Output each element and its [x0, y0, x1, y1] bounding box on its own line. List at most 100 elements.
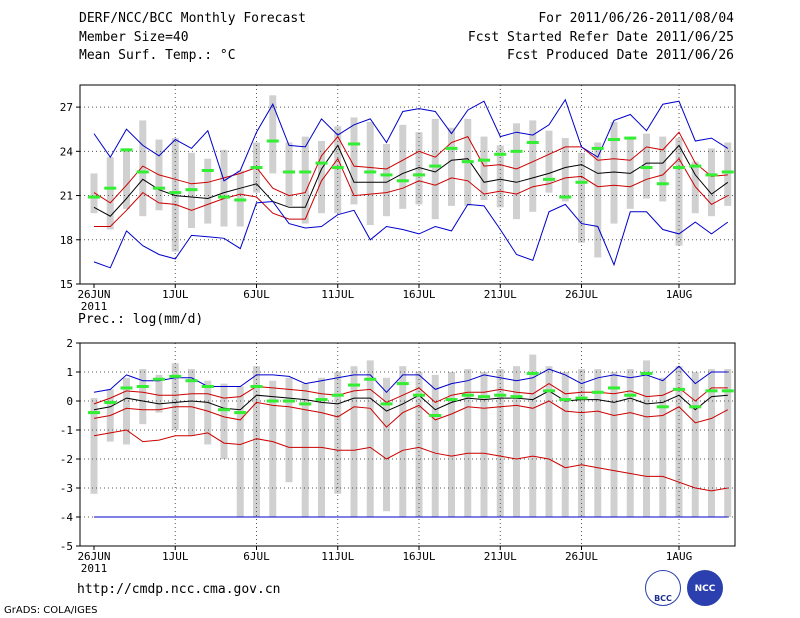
prec-climatology-marker [608, 386, 620, 390]
temp-y-tick-label: 18 [60, 234, 73, 247]
prec-y-tick-label: 0 [66, 395, 73, 408]
temp-spread-bar [691, 161, 699, 214]
prec-climatology-marker [640, 371, 653, 375]
temp-series-upper-inner-bound [93, 131, 728, 204]
prec-climatology-marker [429, 414, 442, 417]
temp-spread-bar [724, 142, 732, 206]
temp-spread-bar [204, 158, 212, 224]
prec-climatology-marker [364, 377, 377, 381]
prec-spread-bar [334, 372, 342, 494]
temp-climatology-marker [250, 166, 263, 170]
prec-climatology-marker [88, 411, 100, 415]
temp-spread-bar [480, 136, 488, 200]
chart-title: DERF/NCC/BCC Monthly Forecast [79, 11, 306, 26]
temp-spread-bar [285, 142, 293, 206]
temp-climatology-marker [494, 152, 507, 156]
temp-climatology-marker [364, 170, 377, 174]
temp-spread-bar [220, 149, 228, 227]
prec-spread-bar [90, 398, 98, 494]
prec-spread-bar [188, 369, 195, 436]
prec-climatology-marker [721, 389, 734, 393]
prec-spread-bar [415, 372, 423, 517]
prec-climatology-marker [283, 399, 295, 403]
temp-climatology-marker [201, 168, 214, 172]
prec-climatology-marker [575, 396, 588, 400]
prec-spread-bar [708, 369, 715, 517]
temp-spread-bar [496, 145, 504, 208]
temp-plot-frame [79, 84, 736, 285]
prec-spread-bar [301, 383, 309, 517]
temp-y-tick-label: 21 [60, 190, 73, 203]
prec-climatology-marker [250, 385, 263, 388]
prec-y-tick-label: -5 [60, 540, 73, 553]
temp-spread-bar [301, 136, 309, 224]
temp-spread-bar [708, 148, 715, 217]
prec-spread-bar [561, 372, 569, 517]
prec-climatology-marker [445, 398, 458, 402]
prec-climatology-marker [559, 398, 572, 402]
temp-climatology-marker [218, 195, 230, 199]
prec-climatology-marker [218, 408, 230, 412]
prec-spread-bar [431, 374, 439, 517]
temp-spread-bar [350, 117, 358, 205]
temp-climatology-marker [721, 170, 734, 174]
temp-spread-bar [675, 138, 683, 246]
precipitation-panel-title: Prec.: log(mm/d) [78, 312, 203, 327]
prec-plot-frame [79, 342, 736, 547]
prec-climatology-marker [656, 405, 669, 409]
temp-spread-bar [415, 132, 423, 205]
temperature-panel-title: Mean Surf. Temp.: °C [79, 48, 236, 63]
prec-spread-bar [545, 366, 553, 517]
temp-spread-bar [139, 120, 147, 217]
temp-climatology-marker [445, 146, 458, 150]
ncc-logo-text: NCC [694, 584, 716, 594]
prec-x-tick-label: 16JUL [402, 550, 435, 563]
temp-climatology-marker [510, 149, 523, 153]
prec-x-tick-label: 26JUN [77, 550, 110, 563]
temp-x-tick-label: 1AUG [666, 288, 693, 301]
grads-credit: GrADS: COLA/IGES [4, 605, 98, 616]
temp-climatology-marker [283, 170, 295, 174]
prec-spread-bar [529, 354, 537, 517]
temp-climatology-marker [315, 161, 328, 165]
prec-climatology-marker [673, 387, 685, 391]
temp-climatology-marker [136, 170, 149, 174]
prec-x-tick-label: 26JUL [565, 550, 598, 563]
prec-spread-bar [366, 360, 374, 517]
temp-climatology-marker [396, 179, 409, 183]
prec-climatology-marker [526, 371, 539, 375]
prec-spread-bar [643, 360, 650, 517]
prec-climatology-marker [153, 377, 165, 381]
prec-x-tick-label: 11JUL [321, 550, 354, 563]
prec-spread-bar [594, 369, 602, 517]
prec-climatology-marker [705, 389, 718, 393]
temp-climatology-marker [591, 146, 604, 150]
temp-climatology-marker [559, 195, 572, 199]
temp-climatology-marker [169, 191, 182, 195]
temp-spread-bar [171, 138, 179, 252]
temp-spread-bar [529, 120, 537, 212]
prec-spread-bar [253, 366, 260, 517]
source-url[interactable]: http://cmdp.ncc.cma.gov.cn [77, 582, 281, 597]
prec-spread-bar [204, 380, 212, 445]
temp-climatology-marker [120, 148, 133, 152]
prec-spread-bar [626, 369, 634, 517]
ncc-logo: NCC [687, 570, 723, 606]
prec-climatology-marker [413, 393, 425, 397]
temp-climatology-marker [266, 139, 279, 143]
forecast-period: For 2011/06/26-2011/08/04 [538, 11, 734, 26]
prec-y-tick-label: -4 [60, 511, 74, 524]
temp-climatology-marker [299, 170, 312, 174]
temp-climatology-marker [640, 166, 653, 170]
prec-climatology-marker [348, 383, 360, 387]
temp-spread-bar [399, 124, 407, 209]
temp-climatology-marker [153, 186, 165, 190]
temp-climatology-marker [348, 142, 360, 146]
prec-climatology-marker [331, 393, 344, 397]
prec-climatology-marker [624, 393, 637, 397]
prec-climatology-marker [478, 395, 490, 399]
temp-climatology-marker [331, 166, 344, 170]
temp-climatology-marker [543, 177, 555, 181]
prec-spread-bar [691, 372, 699, 517]
